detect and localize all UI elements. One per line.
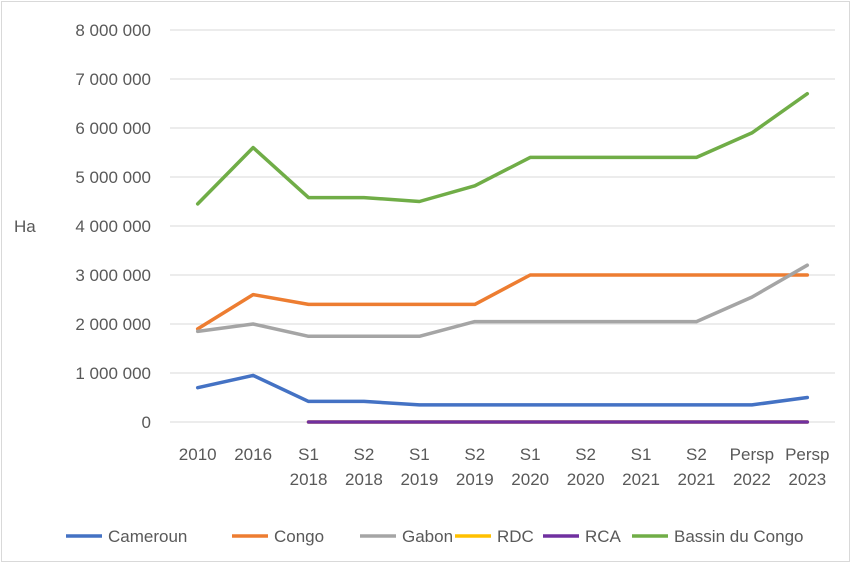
- y-tick-label: 4 000 000: [75, 217, 151, 236]
- x-tick-label: S2 2019: [456, 445, 494, 489]
- y-tick-label: 2 000 000: [75, 315, 151, 334]
- y-axis-label: Ha: [14, 217, 36, 236]
- x-tick-label-line: 2019: [456, 470, 494, 489]
- y-tick-label: 5 000 000: [75, 168, 151, 187]
- x-tick-label-line: S1: [298, 445, 319, 464]
- x-tick-label: S1 2018: [290, 445, 328, 489]
- legend-label: Gabon: [402, 527, 453, 546]
- series-lines: [195, 91, 810, 424]
- legend-label: Congo: [274, 527, 324, 546]
- x-tick-label: S2 2020: [567, 445, 605, 489]
- x-tick-label-line: Persp: [730, 445, 774, 464]
- legend-label: Cameroun: [108, 527, 187, 546]
- x-tick-label: S2 2021: [678, 445, 716, 489]
- legend: Cameroun Congo Gabon RDC RCA Bassin du Congo: [66, 527, 803, 546]
- y-tick-label: 3 000 000: [75, 266, 151, 285]
- x-tick-label: S1 2021: [622, 445, 660, 489]
- series-line-gabon: [195, 263, 810, 339]
- series-line-bassin-du-congo: [195, 91, 810, 206]
- y-tick-label: 7 000 000: [75, 70, 151, 89]
- legend-label: Bassin du Congo: [674, 527, 803, 546]
- y-tick-label: 8 000 000: [75, 21, 151, 40]
- x-tick-label-line: 2021: [622, 470, 660, 489]
- x-tick-label-line: Persp: [785, 445, 829, 464]
- x-tick-label-line: 2016: [234, 445, 272, 464]
- x-tick-label-line: 2020: [567, 470, 605, 489]
- x-tick-label-line: 2022: [733, 470, 771, 489]
- x-tick-label-line: 2019: [400, 470, 438, 489]
- x-tick-label: S2 2018: [345, 445, 383, 489]
- x-tick-label-line: 2021: [678, 470, 716, 489]
- x-tick-label-line: 2010: [179, 445, 217, 464]
- x-tick-label: S1 2020: [511, 445, 549, 489]
- y-axis-ticks: 8 000 000 7 000 000 6 000 000 5 000 000 4 00…: [75, 21, 151, 432]
- x-tick-label: 2016: [234, 445, 272, 464]
- x-tick-label-line: 2023: [788, 470, 826, 489]
- x-tick-label: Persp 2023: [785, 445, 829, 489]
- series-line-cameroun: [195, 373, 810, 407]
- x-tick-label-line: S1: [631, 445, 652, 464]
- x-tick-label-line: S2: [575, 445, 596, 464]
- legend-label: RCA: [585, 527, 622, 546]
- x-tick-label-line: 2020: [511, 470, 549, 489]
- x-tick-label: Persp 2022: [730, 445, 774, 489]
- x-tick-label-line: 2018: [290, 470, 328, 489]
- x-tick-label-line: S2: [686, 445, 707, 464]
- legend-label: RDC: [497, 527, 534, 546]
- series-line-congo: [195, 273, 810, 331]
- x-tick-label-line: 2018: [345, 470, 383, 489]
- y-tick-label: 6 000 000: [75, 119, 151, 138]
- x-tick-label-line: S2: [354, 445, 375, 464]
- x-tick-label: 2010: [179, 445, 217, 464]
- x-tick-label-line: S2: [464, 445, 485, 464]
- y-tick-label: 1 000 000: [75, 364, 151, 383]
- y-tick-label: 0: [142, 413, 151, 432]
- x-tick-label-line: S1: [520, 445, 541, 464]
- x-tick-label-line: S1: [409, 445, 430, 464]
- gridlines: [170, 29, 835, 423]
- x-tick-label: S1 2019: [400, 445, 438, 489]
